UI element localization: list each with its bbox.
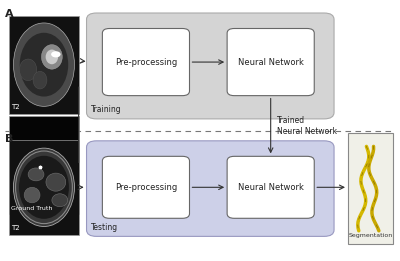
Text: T2: T2 [11,104,20,110]
Ellipse shape [33,71,47,89]
Text: B: B [5,134,14,144]
Text: Neural Network: Neural Network [238,58,304,67]
Ellipse shape [24,187,40,203]
Text: Testing: Testing [91,223,118,232]
Text: Segmentation: Segmentation [348,233,393,238]
Text: Training: Training [91,105,122,114]
Text: T2: T2 [11,225,20,231]
Ellipse shape [42,45,62,69]
Text: Pre-processing: Pre-processing [115,58,177,67]
Circle shape [51,51,60,57]
Ellipse shape [46,50,58,64]
FancyBboxPatch shape [86,13,334,119]
FancyBboxPatch shape [102,156,190,218]
Text: A: A [5,9,14,19]
Bar [9,116,79,215]
Text: Ground Truth: Ground Truth [11,206,53,211]
Bar [9,16,79,114]
Ellipse shape [46,173,66,191]
FancyBboxPatch shape [102,28,190,96]
FancyBboxPatch shape [227,156,314,218]
Ellipse shape [14,148,74,227]
Ellipse shape [14,23,74,106]
FancyBboxPatch shape [227,28,314,96]
Ellipse shape [19,156,69,219]
Bar [348,133,394,244]
Ellipse shape [28,168,44,181]
FancyBboxPatch shape [86,141,334,236]
Ellipse shape [20,33,68,97]
Text: Neural Network: Neural Network [238,183,304,192]
Text: Trained
Neural Network: Trained Neural Network [277,116,337,136]
Ellipse shape [52,194,68,207]
Ellipse shape [20,59,37,81]
Bar [9,140,79,235]
Text: Pre-processing: Pre-processing [115,183,177,192]
